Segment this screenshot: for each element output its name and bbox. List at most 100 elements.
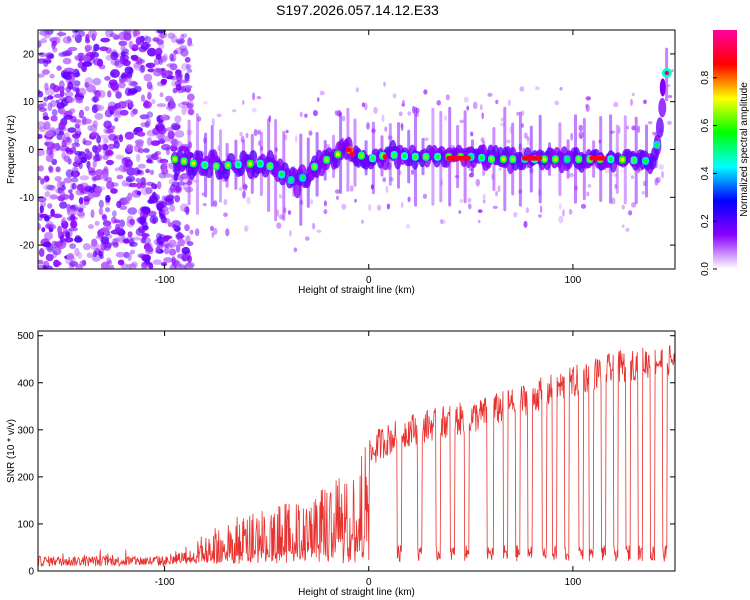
noise-cell xyxy=(245,132,249,139)
noise-cell xyxy=(136,153,141,163)
noise-cell xyxy=(480,104,483,111)
noise-cell xyxy=(135,178,141,183)
noise-cell xyxy=(133,44,139,49)
noise-cell xyxy=(163,257,173,263)
noise-cell xyxy=(183,78,190,84)
noise-cell xyxy=(76,94,83,101)
colorbar-label: Normalized spectral amplitude xyxy=(739,82,750,217)
noise-cell xyxy=(117,259,125,266)
noise-cell xyxy=(71,177,79,183)
noise-cell xyxy=(127,207,138,215)
noise-cell xyxy=(177,181,186,186)
noise-cell xyxy=(152,67,163,77)
noise-cell xyxy=(112,86,120,93)
noise-cell xyxy=(145,246,154,253)
noise-cell xyxy=(559,87,563,91)
noise-cell xyxy=(118,134,124,143)
ridge-core xyxy=(258,161,263,166)
ridge-core xyxy=(565,157,569,162)
noise-cell xyxy=(147,91,152,100)
noise-cell xyxy=(146,158,153,164)
noise-cell xyxy=(78,203,86,209)
chart-title: S197.2026.057.14.12.E33 xyxy=(276,2,439,18)
noise-cell xyxy=(157,133,166,143)
noise-cell xyxy=(56,240,67,249)
noise-cell xyxy=(132,236,142,241)
noise-cell xyxy=(41,69,50,75)
noise-cell xyxy=(410,169,415,175)
noise-cell xyxy=(361,102,365,108)
x-axis-label: Height of straight line (km) xyxy=(298,587,415,598)
noise-cell xyxy=(526,136,530,142)
noise-cell xyxy=(50,224,57,230)
noise-cell xyxy=(163,243,170,248)
peak-dot xyxy=(345,147,351,152)
noise-cell xyxy=(643,99,647,105)
noise-cell xyxy=(246,196,251,205)
ridge-core xyxy=(236,162,240,167)
noise-cell xyxy=(80,157,88,163)
noise-cell xyxy=(445,94,450,101)
noise-cell xyxy=(123,238,130,244)
noise-cell xyxy=(630,175,635,180)
noise-cell xyxy=(621,204,625,210)
ridge-core xyxy=(620,157,625,162)
noise-cell xyxy=(168,239,177,248)
noise-cell xyxy=(137,163,146,169)
noise-cell xyxy=(147,199,155,204)
noise-cell xyxy=(125,236,134,244)
noise-cell xyxy=(100,236,110,245)
noise-cell xyxy=(128,102,135,109)
noise-cell xyxy=(165,135,171,142)
noise-cell xyxy=(82,140,92,146)
noise-cell xyxy=(104,76,111,81)
noise-cell xyxy=(126,177,133,183)
noise-cell xyxy=(120,45,126,51)
noise-cell xyxy=(125,159,134,169)
noise-cell xyxy=(578,124,583,132)
noise-cell xyxy=(96,134,101,144)
noise-cell xyxy=(507,99,512,107)
noise-cell xyxy=(179,203,189,212)
noise-cell xyxy=(80,187,91,195)
noise-cell xyxy=(137,148,145,154)
noise-cell xyxy=(94,186,103,194)
noise-cell xyxy=(56,32,67,37)
noise-cell xyxy=(178,73,183,78)
ridge-core xyxy=(324,157,329,162)
noise-cell xyxy=(61,220,69,229)
noise-cell xyxy=(354,198,357,203)
noise-cell xyxy=(60,189,65,199)
noise-cell xyxy=(131,55,139,62)
noise-cell xyxy=(498,167,502,171)
noise-cell xyxy=(63,132,70,140)
noise-cell xyxy=(70,214,76,221)
noise-cell xyxy=(184,56,191,63)
noise-cell xyxy=(312,110,318,117)
ridge-core xyxy=(632,158,636,163)
noise-cell xyxy=(631,202,637,208)
noise-cell xyxy=(61,216,67,224)
noise-cell xyxy=(276,222,282,229)
noise-cell xyxy=(585,96,591,101)
ridge-core xyxy=(479,155,484,160)
noise-cell xyxy=(115,91,122,99)
noise-cell xyxy=(101,143,108,151)
noise-cell xyxy=(167,222,173,228)
noise-cell xyxy=(127,252,132,261)
noise-cell xyxy=(128,146,133,151)
noise-cell xyxy=(156,39,164,45)
noise-cell xyxy=(407,111,412,116)
noise-cell xyxy=(175,244,181,253)
noise-cell xyxy=(43,30,49,35)
noise-cell xyxy=(401,103,405,107)
noise-cell xyxy=(652,131,656,136)
noise-cell xyxy=(47,245,54,253)
noise-cell xyxy=(71,142,81,148)
noise-cell xyxy=(49,73,55,79)
noise-cell xyxy=(79,175,90,181)
noise-cell xyxy=(149,84,154,91)
noise-cell xyxy=(516,111,520,116)
noise-cell xyxy=(58,121,66,131)
